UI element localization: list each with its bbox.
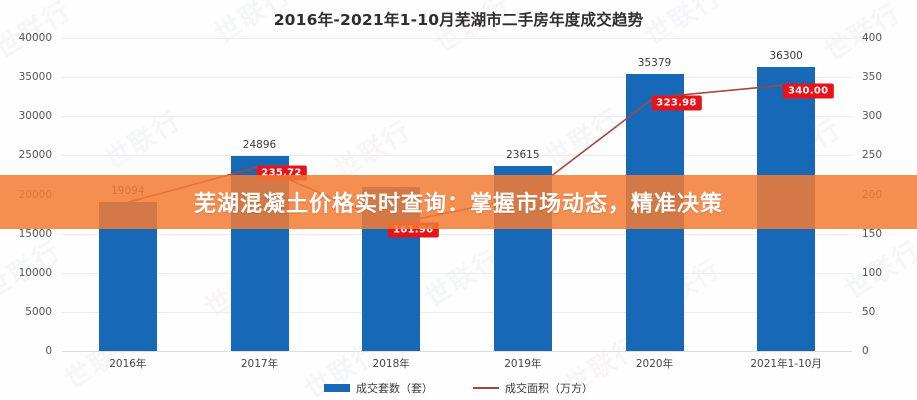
legend-label: 成交套数（套）: [356, 382, 433, 395]
left-axis-tick: 15000: [18, 227, 52, 240]
right-axis-tick: 350: [862, 71, 883, 84]
bar-value-label: 23615: [506, 149, 540, 162]
right-axis-tick: 100: [862, 266, 883, 279]
left-axis-tick: 0: [45, 345, 52, 357]
bar-value-label: 36300: [769, 49, 803, 62]
gridline: [62, 351, 852, 352]
right-axis-tick: 0: [862, 345, 869, 357]
x-axis-tick: 2016年: [109, 358, 147, 370]
gridline: [62, 77, 852, 79]
left-axis-tick: 5000: [25, 305, 52, 318]
right-axis-tick: 250: [862, 149, 883, 162]
gridline: [62, 38, 852, 39]
banner-text: 芜湖混凝土价格实时查询：掌握市场动态，精准决策: [193, 192, 723, 217]
legend-label: 成交面积（万方）: [505, 382, 593, 395]
overlay-banner: 芜湖混凝土价格实时查询：掌握市场动态，精准决策: [0, 175, 917, 229]
right-axis-tick: 150: [862, 227, 883, 240]
left-axis-tick: 40000: [18, 32, 52, 44]
right-axis-tick: 50: [862, 305, 876, 318]
right-axis-tick: 300: [862, 110, 883, 123]
gridline: [62, 233, 852, 235]
left-axis-tick: 10000: [18, 266, 52, 279]
gridline: [62, 155, 852, 157]
legend-item[interactable]: 成交面积（万方）: [473, 380, 593, 396]
x-axis-tick: 2020年: [635, 358, 674, 370]
x-axis-tick: 2021年1-10月: [750, 358, 822, 370]
left-axis-tick: 35000: [18, 71, 52, 84]
left-axis-tick: 25000: [18, 149, 52, 162]
chart-title: 2016年-2021年1-10月芜湖市二手房年度成交趋势: [273, 11, 644, 29]
chart-legend: 成交套数（套） 成交面积（万方）: [0, 380, 917, 396]
legend-bar-swatch-icon: [324, 384, 350, 392]
gridline: [62, 311, 852, 313]
gridline: [62, 272, 852, 274]
x-axis-tick: 2019年: [504, 358, 542, 370]
x-axis-tick: 2017年: [240, 358, 279, 370]
line-value-label: 340.00: [782, 83, 834, 99]
left-axis-tick: 30000: [18, 110, 52, 123]
gridline: [62, 116, 852, 118]
x-axis-tick: 2018年: [372, 358, 410, 370]
legend-line-swatch-icon: [473, 387, 499, 389]
right-axis-tick: 400: [862, 32, 883, 44]
bar-value-label: 24896: [242, 139, 277, 152]
legend-item[interactable]: 成交套数（套）: [324, 380, 433, 396]
bar-value-label: 35379: [637, 57, 672, 70]
line-value-label: 323.98: [651, 95, 702, 111]
